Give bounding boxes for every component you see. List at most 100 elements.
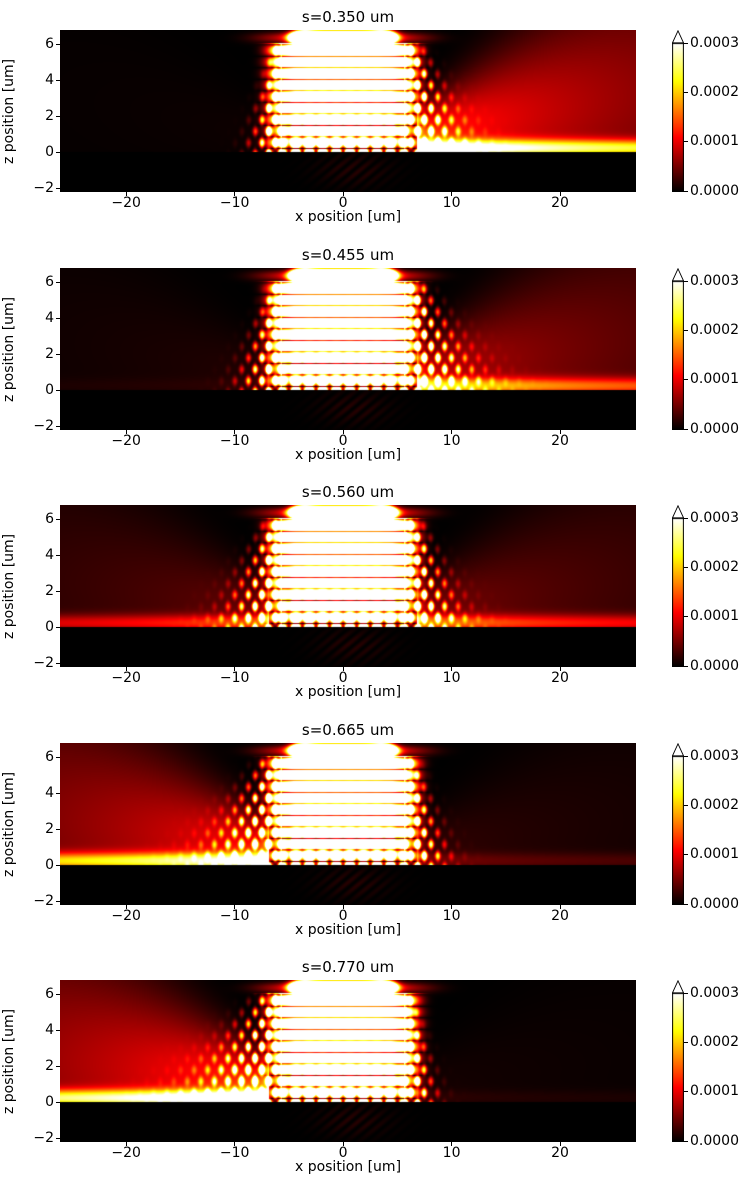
x-tick-label: 0 bbox=[338, 908, 348, 924]
y-tick-mark bbox=[56, 1137, 60, 1139]
colorbar-tick-label: 0.0000 bbox=[690, 895, 739, 912]
y-tick-label: −2 bbox=[33, 179, 54, 196]
x-tick-mark bbox=[125, 1142, 127, 1146]
y-tick-mark bbox=[56, 864, 60, 866]
x-tick-mark bbox=[559, 1142, 561, 1146]
y-tick-mark bbox=[56, 151, 60, 153]
x-tick-label: 20 bbox=[551, 670, 569, 686]
y-tick-mark bbox=[56, 389, 60, 391]
y-tick-label: −2 bbox=[33, 417, 54, 434]
colorbar-extend-arrow bbox=[672, 743, 684, 756]
y-tick-label: 2 bbox=[45, 820, 54, 837]
x-tick-label: 10 bbox=[442, 908, 461, 924]
x-axis-label: x position [um] bbox=[294, 1159, 402, 1175]
colorbar-tick-mark bbox=[684, 379, 688, 381]
x-tick-mark bbox=[342, 905, 344, 909]
heatmap-canvas bbox=[60, 268, 636, 430]
heatmap-canvas bbox=[60, 505, 636, 667]
subplot-title: s=0.455 um bbox=[301, 246, 395, 264]
y-tick-mark bbox=[56, 1065, 60, 1067]
x-axis-label: x position [um] bbox=[294, 684, 402, 700]
x-tick-label: −10 bbox=[219, 670, 250, 686]
colorbar-gradient bbox=[672, 43, 684, 192]
y-tick-label: −2 bbox=[33, 1129, 54, 1146]
y-tick-label: 4 bbox=[45, 1021, 54, 1038]
y-tick-label: 4 bbox=[45, 546, 54, 563]
x-tick-label: 10 bbox=[442, 195, 461, 211]
colorbar-tick-label: 0.0003 bbox=[690, 34, 739, 51]
y-tick-mark bbox=[56, 353, 60, 355]
y-axis-label: z position [um] bbox=[1, 58, 17, 164]
colorbar-extend-arrow bbox=[672, 505, 684, 518]
y-tick-mark bbox=[56, 43, 60, 45]
heatmap-canvas bbox=[60, 980, 636, 1142]
y-tick-label: 4 bbox=[45, 784, 54, 801]
x-tick-label: 0 bbox=[338, 670, 348, 686]
x-tick-label: −20 bbox=[111, 1145, 141, 1161]
colorbar-tick-label: 0.0003 bbox=[690, 984, 739, 1001]
colorbar-extend-arrow bbox=[672, 30, 684, 43]
x-tick-mark bbox=[125, 192, 127, 196]
y-tick-label: 0 bbox=[45, 618, 54, 635]
colorbar-gradient bbox=[672, 281, 684, 430]
x-tick-mark bbox=[559, 667, 561, 671]
x-tick-label: −20 bbox=[111, 908, 141, 924]
colorbar-tick-label: 0.0001 bbox=[690, 846, 739, 863]
colorbar-tick-mark bbox=[684, 566, 688, 568]
colorbar-tick-label: 0.0001 bbox=[690, 1083, 739, 1100]
colorbar-tick-label: 0.0002 bbox=[690, 83, 739, 100]
colorbar-tick-label: 0.0000 bbox=[690, 420, 739, 437]
x-tick-label: −10 bbox=[219, 1145, 250, 1161]
subplot-title: s=0.350 um bbox=[301, 8, 395, 26]
x-tick-label: 10 bbox=[442, 1145, 461, 1161]
x-tick-mark bbox=[559, 430, 561, 434]
y-tick-label: 2 bbox=[45, 345, 54, 362]
x-tick-mark bbox=[234, 667, 236, 671]
x-tick-mark bbox=[125, 667, 127, 671]
colorbar-tick-mark bbox=[684, 141, 688, 143]
y-tick-mark bbox=[56, 187, 60, 189]
x-tick-label: −20 bbox=[111, 195, 141, 211]
x-tick-label: 0 bbox=[338, 1145, 348, 1161]
colorbar-tick-label: 0.0003 bbox=[690, 747, 739, 764]
x-tick-label: 20 bbox=[551, 433, 569, 449]
x-tick-label: −10 bbox=[219, 908, 250, 924]
subplot-row-2: s=0.455 um 6 4 2 0 −2 −20 −10 0 10 20 z position [u… bbox=[0, 238, 747, 476]
colorbar-tick-label: 0.0001 bbox=[690, 133, 739, 150]
y-tick-label: 2 bbox=[45, 582, 54, 599]
y-tick-mark bbox=[56, 518, 60, 520]
subplot-row-1: s=0.350 um 6 4 2 0 −2 −20 −10 0 10 20 z position [u… bbox=[0, 0, 747, 238]
y-tick-label: 4 bbox=[45, 309, 54, 326]
y-tick-label: 0 bbox=[45, 1093, 54, 1110]
colorbar-tick-label: 0.0002 bbox=[690, 1033, 739, 1050]
y-tick-label: 4 bbox=[45, 71, 54, 88]
y-tick-mark bbox=[56, 756, 60, 758]
y-tick-label: 6 bbox=[45, 273, 54, 290]
subplot-title: s=0.560 um bbox=[301, 483, 395, 501]
y-tick-mark bbox=[56, 828, 60, 830]
y-axis-label: z position [um] bbox=[1, 533, 17, 639]
colorbar-gradient bbox=[672, 756, 684, 905]
subplot-row-5: s=0.770 um 6 4 2 0 −2 −20 −10 0 10 20 z position [u… bbox=[0, 950, 747, 1188]
x-tick-mark bbox=[451, 430, 453, 434]
colorbar-tick-label: 0.0002 bbox=[690, 796, 739, 813]
x-tick-mark bbox=[559, 192, 561, 196]
y-tick-label: 6 bbox=[45, 985, 54, 1002]
colorbar-tick-label: 0.0002 bbox=[690, 321, 739, 338]
x-tick-mark bbox=[342, 667, 344, 671]
x-tick-mark bbox=[451, 1142, 453, 1146]
colorbar-tick-label: 0.0000 bbox=[690, 182, 739, 199]
x-tick-mark bbox=[234, 430, 236, 434]
colorbar-tick-mark bbox=[684, 91, 688, 93]
colorbar-tick-mark bbox=[684, 755, 688, 757]
colorbar-tick-label: 0.0000 bbox=[690, 1132, 739, 1149]
colorbar-tick-mark bbox=[684, 804, 688, 806]
colorbar-tick-mark bbox=[684, 616, 688, 618]
subplot-title: s=0.770 um bbox=[301, 958, 395, 976]
colorbar-gradient bbox=[672, 993, 684, 1142]
x-tick-mark bbox=[342, 1142, 344, 1146]
colorbar-tick-label: 0.0001 bbox=[690, 608, 739, 625]
colorbar-tick-label: 0.0001 bbox=[690, 371, 739, 388]
x-tick-mark bbox=[451, 905, 453, 909]
x-tick-mark bbox=[125, 430, 127, 434]
